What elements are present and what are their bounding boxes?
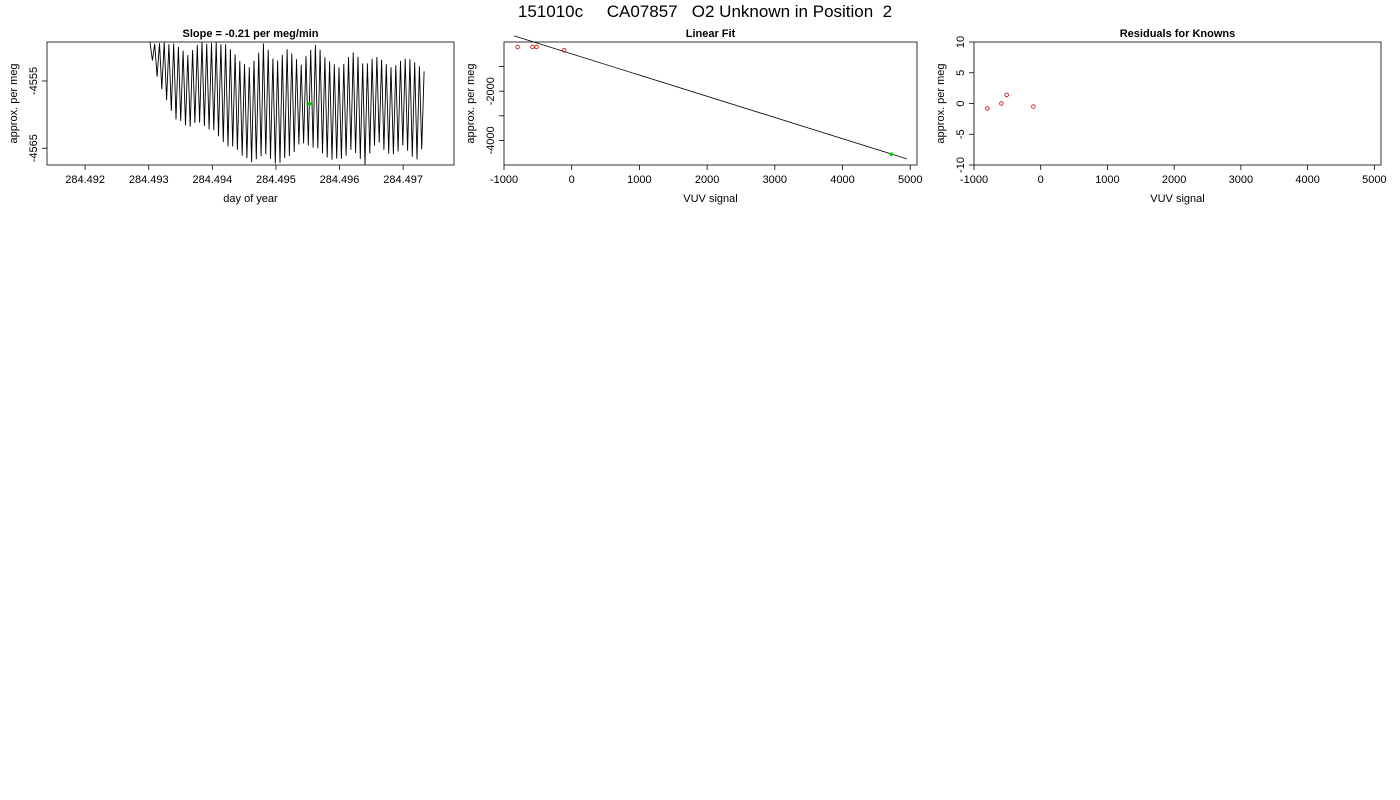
residual-point — [999, 101, 1004, 106]
y-axis-label: approx. per meg — [935, 63, 947, 143]
residual-point — [985, 106, 990, 111]
x-tick-label: 4000 — [1295, 174, 1319, 186]
known-point — [562, 48, 567, 53]
x-tick-label: 1000 — [1095, 174, 1119, 186]
x-tick-label: 1000 — [627, 174, 651, 186]
x-tick-label: 5000 — [1362, 174, 1386, 186]
x-tick-label: -1000 — [960, 174, 988, 186]
residual-point — [1004, 92, 1009, 98]
unknown-point — [307, 102, 312, 106]
x-axis-label: VUV signal — [1150, 193, 1204, 205]
residuals-panel: Residuals for Knowns -1000 0 1000 2000 3000 40… — [935, 28, 1387, 205]
series-line — [149, 42, 425, 165]
y-tick-label: 0 — [955, 100, 967, 106]
y-tick-label: -4565 — [28, 134, 40, 162]
y-tick-label: -10 — [955, 157, 967, 173]
x-tick-label: 5000 — [898, 174, 922, 186]
x-tick-label: 284.496 — [320, 174, 360, 186]
x-tick-label: 284.497 — [383, 174, 423, 186]
x-tick-label: 284.492 — [65, 174, 105, 186]
x-tick-label: 3000 — [1229, 174, 1253, 186]
x-tick-label: 284.493 — [129, 174, 169, 186]
x-tick-label: -1000 — [490, 174, 518, 186]
panel-title: Residuals for Knowns — [1120, 28, 1236, 40]
x-tick-label: 284.495 — [256, 174, 296, 186]
known-point — [515, 44, 520, 50]
y-tick-label: 10 — [955, 36, 967, 48]
x-tick-label: 4000 — [830, 174, 854, 186]
y-tick-label: -5 — [955, 129, 967, 139]
plot-frame — [503, 41, 918, 166]
known-point — [534, 44, 539, 50]
panel-title: Slope = -0.21 per meg/min — [182, 28, 318, 40]
linear-fit-panel: Linear Fit -1000 0 1000 2000 3000 4000 5000 VUV … — [465, 28, 922, 205]
y-tick-label: 5 — [955, 70, 967, 76]
x-tick-label: 2000 — [695, 174, 719, 186]
known-point — [530, 44, 535, 50]
figure-title: 151010c CA07857 O2 Unknown in Position 2 — [518, 2, 892, 21]
x-axis-label: VUV signal — [683, 193, 737, 205]
x-tick-label: 0 — [1038, 174, 1044, 186]
plot-frame — [973, 41, 1382, 166]
x-tick-label: 3000 — [763, 174, 787, 186]
y-tick-label: -2000 — [485, 77, 497, 105]
y-axis-label: approx. per meg — [465, 63, 477, 143]
y-axis-label: approx. per meg — [8, 63, 20, 143]
x-axis-label: day of year — [223, 193, 278, 205]
y-tick-label: -4555 — [28, 67, 40, 95]
x-tick-label: 2000 — [1162, 174, 1186, 186]
time-series-panel: Slope = -0.21 per meg/min 284.492 284.493 2… — [8, 28, 455, 205]
x-tick-label: 0 — [569, 174, 575, 186]
unknown-point — [889, 152, 894, 156]
x-tick-label: 284.494 — [192, 174, 232, 186]
plot-frame — [46, 41, 455, 166]
residual-point — [1031, 104, 1036, 109]
panel-title: Linear Fit — [686, 28, 736, 40]
fit-line — [514, 35, 907, 160]
y-tick-label: -4000 — [485, 126, 497, 154]
